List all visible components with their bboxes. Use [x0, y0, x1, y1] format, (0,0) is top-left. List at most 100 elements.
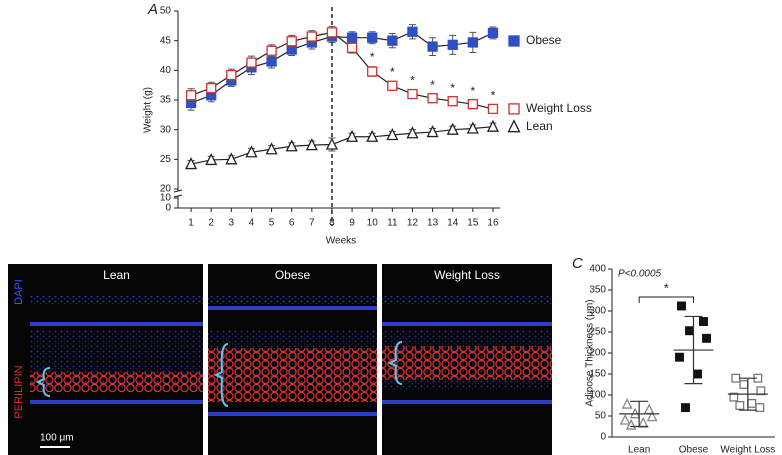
dapi-band	[382, 296, 552, 304]
y-tick-label: 50	[595, 411, 607, 422]
marker	[366, 129, 379, 142]
y-tick-label: 0	[600, 432, 606, 443]
perilipin-band	[382, 346, 552, 380]
marker	[621, 397, 633, 409]
y-tick-label: 20	[160, 184, 172, 195]
y-tick-label: 50	[160, 6, 172, 17]
x-tick-label: Lean	[628, 445, 650, 455]
marker	[246, 57, 257, 68]
x-tick-label: 7	[309, 218, 315, 229]
series-line	[190, 31, 494, 110]
marker	[367, 32, 378, 43]
marker	[426, 125, 439, 138]
x-tick-label: 11	[387, 218, 398, 229]
marker	[619, 413, 631, 425]
y-tick-label: 30	[160, 124, 172, 135]
marker	[367, 66, 378, 77]
y-tick-label: 150	[589, 369, 606, 380]
significance-star: *	[470, 84, 475, 98]
marker	[747, 398, 757, 408]
x-tick-label: Obese	[679, 445, 709, 455]
x-tick-label: 15	[467, 218, 479, 229]
y-tick-label: 100	[589, 390, 606, 401]
marker	[739, 380, 749, 389]
dapi-band	[382, 322, 552, 326]
y-tick-label: 250	[589, 327, 606, 338]
marker	[507, 119, 521, 133]
bracket	[35, 367, 51, 397]
marker	[387, 35, 398, 46]
stain-label: PERILIPIN	[13, 365, 25, 418]
y-axis-label: Adipose Thickness (μm)	[585, 299, 596, 406]
marker	[508, 103, 520, 115]
marker	[677, 301, 686, 311]
sd-bar	[738, 377, 757, 411]
marker	[487, 103, 499, 115]
y-tick-label: 10	[160, 193, 172, 204]
marker	[185, 157, 198, 170]
legend-label: Obese	[526, 33, 562, 47]
y-tick-label: 35	[160, 95, 172, 106]
marker	[286, 36, 297, 47]
marker	[225, 152, 238, 165]
bracket	[387, 341, 403, 385]
marker	[466, 121, 479, 134]
panel-label: A	[147, 1, 158, 18]
marker	[731, 373, 741, 383]
x-tick-label: 4	[249, 218, 255, 229]
marker	[406, 126, 419, 139]
significance-star: *	[664, 280, 669, 295]
marker	[446, 122, 459, 135]
x-tick-label: Weight Loss	[720, 445, 775, 455]
marker	[305, 138, 318, 151]
x-tick-label: 9	[349, 218, 355, 229]
marker	[185, 90, 197, 101]
marker	[447, 96, 458, 107]
axis-break	[173, 194, 183, 198]
marker	[325, 137, 339, 150]
p-value: P<0.0005	[618, 269, 662, 280]
scale-bar-label: 100 μm	[40, 433, 74, 444]
marker	[467, 37, 478, 48]
marker	[427, 93, 438, 104]
x-tick-label: 1	[188, 218, 194, 229]
marker	[486, 119, 500, 132]
dapi-band	[208, 306, 377, 310]
stain-label: DAPI	[13, 279, 25, 305]
y-axis-label: Weight (g)	[143, 87, 154, 133]
marker	[206, 82, 217, 94]
panel-label: C	[572, 255, 583, 272]
x-tick-label: 14	[447, 218, 459, 229]
sd-bar	[630, 400, 649, 428]
marker	[735, 401, 745, 410]
bracket	[213, 343, 229, 407]
x-axis-label: Weeks	[326, 236, 356, 247]
x-tick-label: 3	[229, 218, 235, 229]
dapi-band	[30, 296, 203, 304]
marker	[346, 129, 359, 142]
x-tick-label: 6	[289, 218, 295, 229]
marker	[467, 99, 478, 110]
perilipin-band	[208, 348, 377, 402]
y-tick-label: 0	[165, 203, 171, 214]
marker	[646, 410, 658, 422]
sd-bar	[684, 315, 703, 385]
x-tick-label: 5	[269, 218, 275, 229]
significance-star: *	[370, 50, 375, 64]
dapi-band	[30, 322, 203, 326]
y-tick-label: 25	[160, 154, 172, 165]
marker	[326, 27, 338, 38]
x-tick-label: 13	[427, 218, 439, 229]
marker	[266, 45, 277, 56]
marker	[265, 142, 278, 155]
marker	[205, 152, 218, 166]
panel-title: Weight Loss	[434, 268, 500, 282]
legend-label: Lean	[526, 119, 553, 133]
marker	[702, 333, 711, 343]
label-strip	[8, 264, 30, 455]
x-tick-label: 10	[367, 218, 379, 229]
series-line	[190, 126, 494, 165]
x-tick-label: 8	[329, 218, 335, 229]
x-tick-label: 12	[407, 218, 419, 229]
